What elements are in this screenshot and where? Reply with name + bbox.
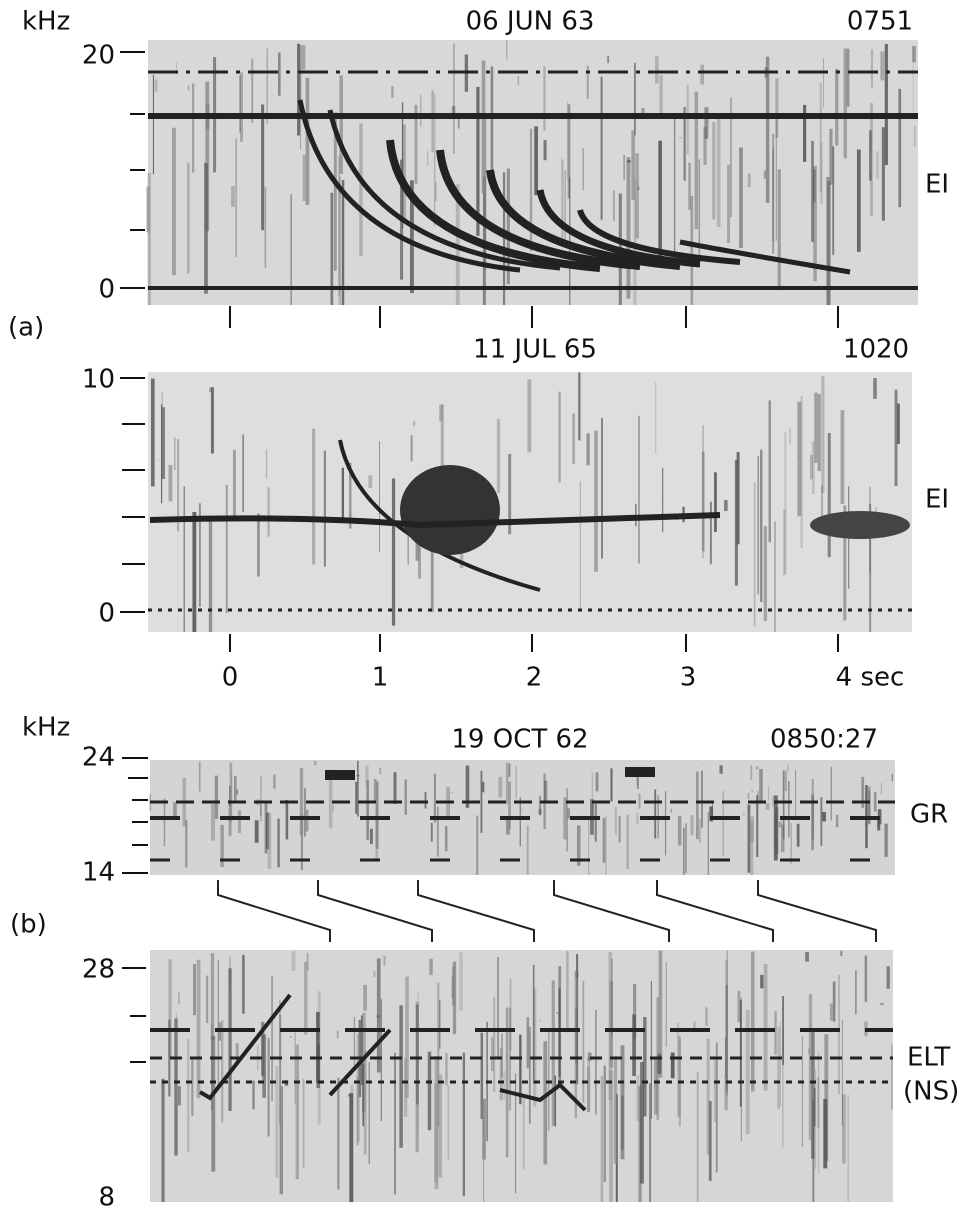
y-label: 20 xyxy=(82,41,115,71)
y-label: 10 xyxy=(82,365,115,395)
panel-label: (b) xyxy=(10,910,47,940)
date: 19 OCT 62 xyxy=(451,725,588,755)
time: 0751 xyxy=(847,7,913,37)
y-label: 14 xyxy=(82,858,115,888)
x-label: 3 xyxy=(680,663,697,693)
y-label: 28 xyxy=(82,955,115,985)
y-label: 0 xyxy=(98,599,115,629)
time: 1020 xyxy=(843,335,909,365)
y-label: 8 xyxy=(98,1183,115,1213)
date: 11 JUL 65 xyxy=(473,335,597,365)
station: ELT xyxy=(907,1043,950,1073)
features xyxy=(148,70,918,1112)
x-label: 2 xyxy=(526,663,543,693)
station: GR xyxy=(910,800,948,830)
x-label: 1 xyxy=(372,663,389,693)
station: (NS) xyxy=(903,1077,959,1107)
station: EI xyxy=(925,170,949,200)
x-label: 0 xyxy=(222,663,239,693)
time: 0850:27 xyxy=(770,725,878,755)
y-label: 24 xyxy=(82,743,115,773)
y-label: 0 xyxy=(98,275,115,305)
panel-label: (a) xyxy=(8,313,44,343)
station: EI xyxy=(925,485,949,515)
x-label: 4 sec xyxy=(836,663,905,693)
unit: kHz xyxy=(22,7,70,37)
axis-ticks xyxy=(120,51,839,1063)
unit: kHz xyxy=(22,713,70,743)
date: 06 JUN 63 xyxy=(466,7,595,37)
